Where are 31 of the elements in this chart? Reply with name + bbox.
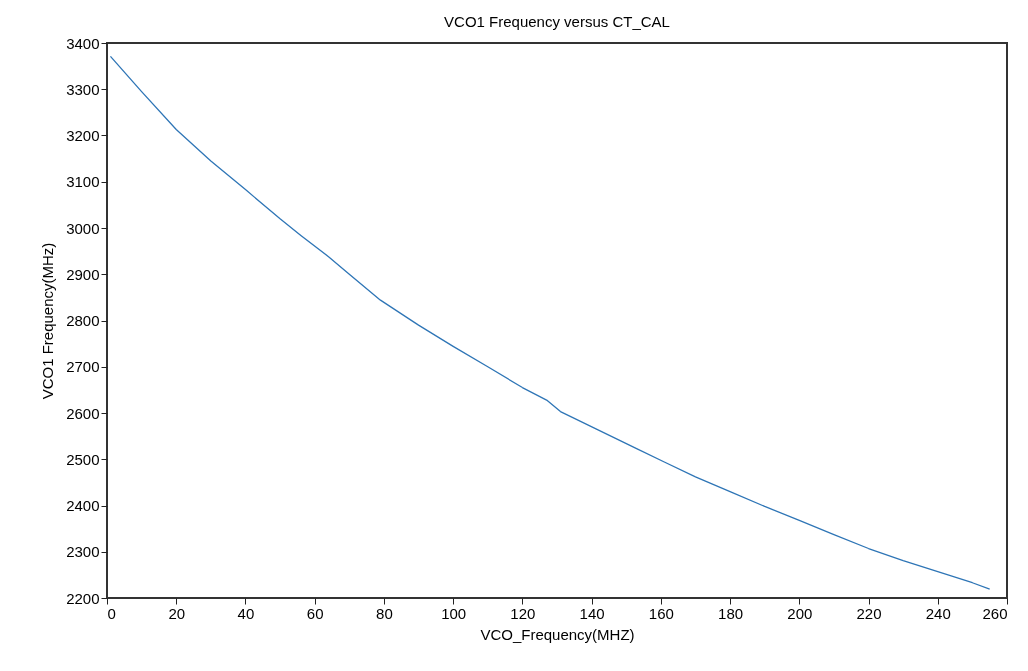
y-tick-label: 2400 (66, 497, 100, 514)
y-tick-label: 3400 (66, 34, 100, 52)
x-tick-label: 20 (168, 604, 186, 622)
y-tick-label: 2300 (66, 543, 100, 561)
x-tick-label: 120 (510, 604, 536, 622)
y-tick-label: 3300 (66, 80, 100, 98)
y-tick-label: 2500 (66, 450, 100, 468)
x-tick-label: 60 (306, 604, 324, 622)
x-tick-label: 80 (376, 604, 393, 622)
y-tick-label: 2700 (66, 358, 100, 376)
x-tick-label: 40 (237, 604, 255, 622)
x-tick-label: 100 (441, 604, 467, 622)
x-tick-label: 140 (579, 604, 605, 622)
y-tick-label: 2800 (66, 312, 100, 329)
y-tick-label: 2600 (66, 404, 100, 422)
line-series (109, 55, 991, 590)
x-tick-label: 260 (982, 604, 1008, 622)
y-tick-label: 3100 (66, 173, 100, 191)
x-tick-label: 200 (787, 604, 813, 622)
x-tick-label: 180 (718, 604, 744, 622)
y-axis-title: VCO1 Frequency(MHz) (39, 242, 57, 400)
x-tick-label: 220 (856, 604, 882, 622)
chart-title: VCO1 Frequency versus CT_CAL (444, 13, 670, 30)
x-tick-label: 160 (648, 604, 674, 622)
y-tick-label: 3000 (66, 219, 100, 237)
y-tick-label: 2900 (66, 265, 100, 283)
x-tick-label: 0 (107, 604, 116, 622)
y-tick-label: 3200 (66, 127, 100, 144)
y-tick-label: 2200 (66, 589, 100, 607)
x-tick-label: 240 (925, 604, 951, 622)
x-axis-title: VCO_Frequency(MHZ) (480, 625, 635, 643)
